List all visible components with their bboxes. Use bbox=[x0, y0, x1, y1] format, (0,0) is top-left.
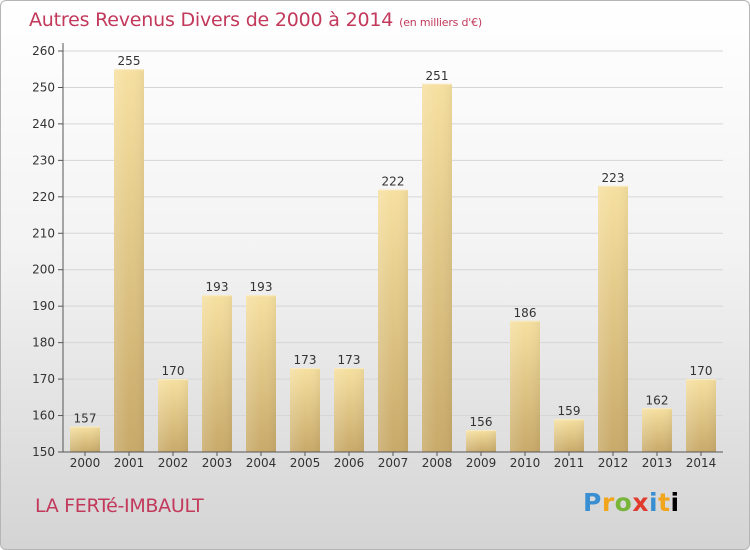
logo-letter: o bbox=[614, 488, 633, 517]
x-tick-label: 2004 bbox=[246, 456, 277, 470]
x-tick-label: 2001 bbox=[114, 456, 145, 470]
logo-letter: i bbox=[670, 488, 680, 517]
data-label: 162 bbox=[646, 393, 669, 407]
chart-title-text: Autres Revenus Divers de 2000 à 2014 bbox=[29, 9, 394, 31]
bar-shade bbox=[466, 430, 496, 452]
data-label: 170 bbox=[690, 364, 713, 378]
bar-shade bbox=[510, 320, 540, 452]
y-tick-label: 150 bbox=[32, 445, 55, 459]
data-label: 193 bbox=[250, 280, 273, 294]
data-label: 157 bbox=[74, 411, 97, 425]
x-tick-label: 2003 bbox=[202, 456, 233, 470]
bar-shade bbox=[290, 368, 320, 452]
data-label: 222 bbox=[382, 175, 405, 189]
y-tick-label: 240 bbox=[32, 117, 55, 131]
x-tick-label: 2008 bbox=[422, 456, 453, 470]
bar-shade bbox=[246, 295, 276, 452]
y-tick-label: 260 bbox=[32, 44, 55, 58]
data-label: 173 bbox=[338, 353, 361, 367]
y-tick-label: 210 bbox=[32, 226, 55, 240]
data-label: 251 bbox=[426, 69, 449, 83]
x-tick-label: 2005 bbox=[290, 456, 321, 470]
data-label: 156 bbox=[470, 415, 493, 429]
logo-letter: i bbox=[649, 488, 659, 517]
y-tick-label: 170 bbox=[32, 372, 55, 386]
bar-shade bbox=[686, 379, 716, 452]
labels: 157 2000 255 2001 170 2002 193 2003 193 2004 173 20… bbox=[70, 54, 717, 470]
data-label: 159 bbox=[558, 404, 581, 418]
x-tick-label: 2009 bbox=[466, 456, 497, 470]
y-tick-label: 200 bbox=[32, 263, 55, 277]
chart-title: Autres Revenus Divers de 2000 à 2014 (en … bbox=[29, 9, 482, 31]
x-tick-label: 2011 bbox=[554, 456, 585, 470]
bar-shade bbox=[70, 426, 100, 452]
x-tick-label: 2000 bbox=[70, 456, 101, 470]
logo-letter: r bbox=[601, 488, 615, 517]
bar-shade bbox=[554, 419, 584, 452]
bar-shade bbox=[642, 408, 672, 452]
bar-shade bbox=[114, 69, 144, 453]
data-label: 255 bbox=[118, 54, 141, 68]
x-tick-label: 2013 bbox=[642, 456, 673, 470]
data-label: 186 bbox=[514, 306, 537, 320]
x-tick-label: 2012 bbox=[598, 456, 629, 470]
bar-shade bbox=[598, 185, 628, 452]
y-tick-label: 190 bbox=[32, 299, 55, 313]
bar-shade bbox=[202, 295, 232, 452]
x-tick-label: 2002 bbox=[158, 456, 189, 470]
logo-letter: t bbox=[658, 488, 671, 517]
bar-shade bbox=[158, 379, 188, 452]
data-label: 193 bbox=[206, 280, 229, 294]
y-tick-label: 230 bbox=[32, 153, 55, 167]
bar-shade bbox=[378, 189, 408, 452]
logo-letter: P bbox=[583, 488, 602, 517]
axes: 150 160 170 180 190 200 210 220 230 240 250 260 bbox=[32, 43, 723, 459]
data-label: 223 bbox=[602, 171, 625, 185]
bars bbox=[70, 69, 716, 453]
y-tick-label: 220 bbox=[32, 190, 55, 204]
logo-letter: x bbox=[632, 488, 649, 517]
proxiti-logo: Proxiti bbox=[583, 488, 680, 517]
bar-shade bbox=[334, 368, 364, 452]
commune-name: LA FERTé-IMBAULT bbox=[35, 495, 204, 517]
x-tick-label: 2010 bbox=[510, 456, 541, 470]
chart-unit: (en milliers d'€) bbox=[399, 16, 483, 29]
y-tick-label: 180 bbox=[32, 336, 55, 350]
y-tick-label: 160 bbox=[32, 409, 55, 423]
y-tick-label: 250 bbox=[32, 80, 55, 94]
data-label: 173 bbox=[294, 353, 317, 367]
bar-shade bbox=[422, 83, 452, 453]
x-tick-label: 2007 bbox=[378, 456, 409, 470]
data-label: 170 bbox=[162, 364, 185, 378]
x-tick-label: 2006 bbox=[334, 456, 365, 470]
x-tick-label: 2014 bbox=[686, 456, 717, 470]
